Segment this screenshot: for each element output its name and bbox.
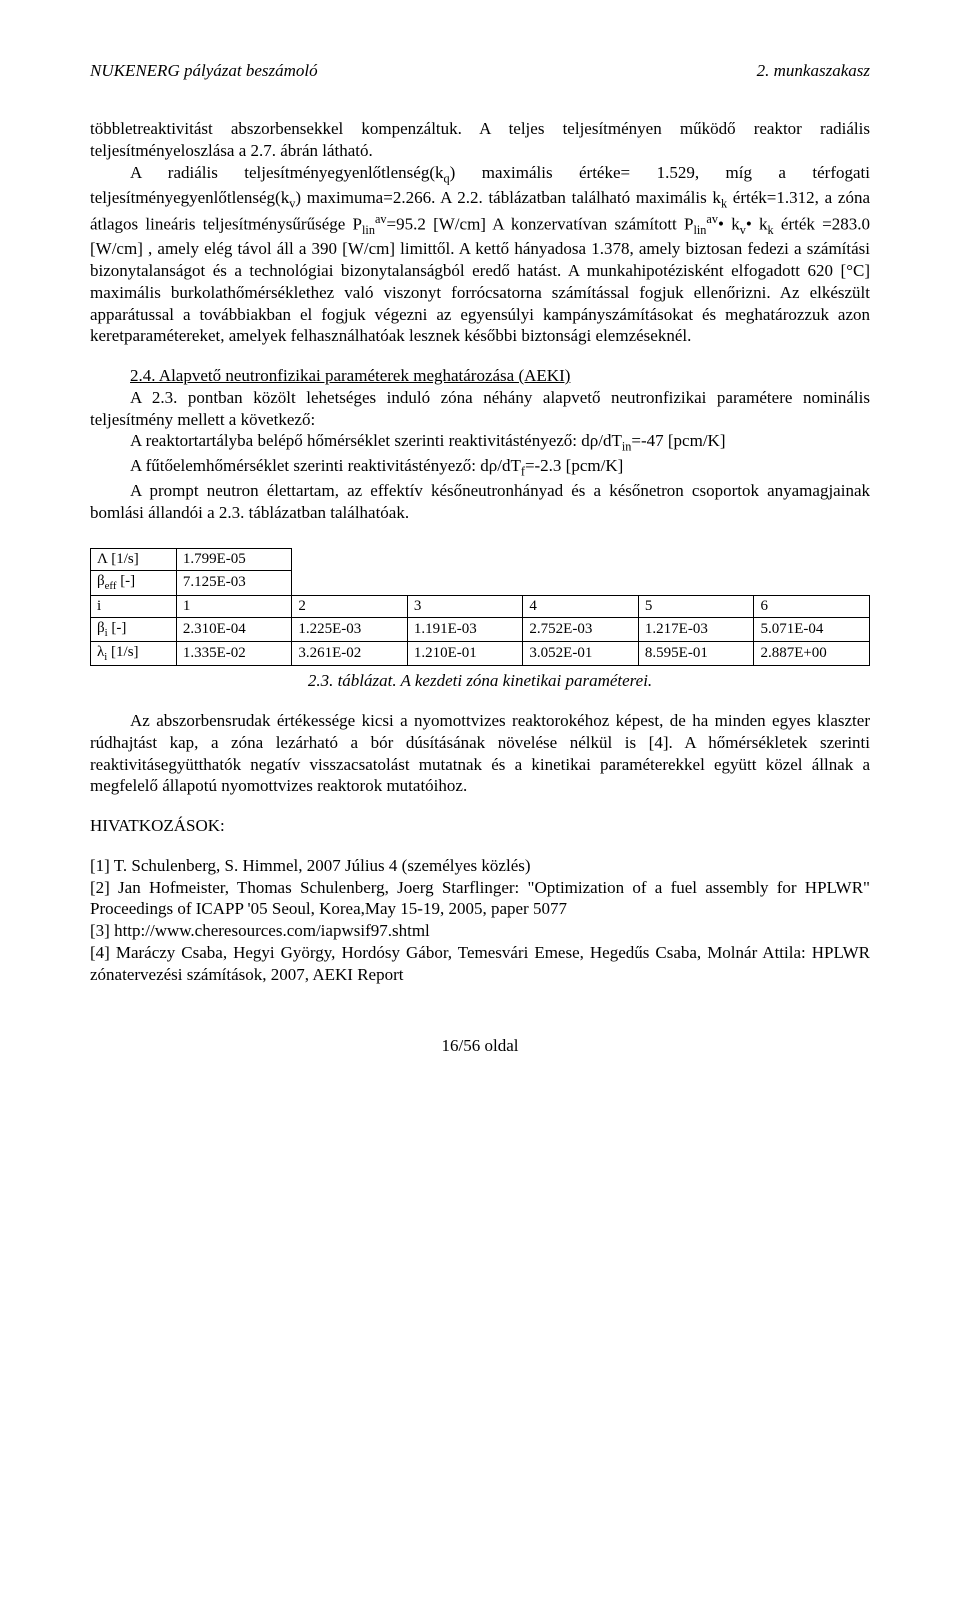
table-cell: 1.335E-02: [176, 642, 292, 666]
table-row-label: Λ [1/s]: [91, 548, 177, 571]
table-cell-empty: [292, 548, 870, 571]
section-2-4-title: 2.4. Alapvető neutronfizikai paraméterek…: [90, 365, 870, 387]
table-cell: 1.217E-03: [638, 618, 754, 642]
paragraph-4: A reaktortartályba belépő hőmérséklet sz…: [90, 430, 870, 455]
table-cell: 2.752E-03: [523, 618, 639, 642]
ref-4: [4] Maráczy Csaba, Hegyi György, Hordósy…: [90, 942, 870, 986]
table-row-label: i: [91, 595, 177, 618]
table-cell-empty: [292, 571, 870, 595]
table-cell: 5.071E-04: [754, 618, 870, 642]
page-header: NUKENERG pályázat beszámoló 2. munkaszak…: [90, 60, 870, 82]
kinetic-parameters-table: Λ [1/s]1.799E-05βeff [-]7.125E-03i123456…: [90, 548, 870, 666]
table-cell: 3: [407, 595, 523, 618]
paragraph-7: Az abszorbensrudak értékessége kicsi a n…: [90, 710, 870, 797]
header-right: 2. munkaszakasz: [757, 60, 870, 82]
table-row-label: λi [1/s]: [91, 642, 177, 666]
table-cell: 5: [638, 595, 754, 618]
table-caption: 2.3. táblázat. A kezdeti zóna kinetikai …: [90, 670, 870, 692]
table-cell: 3.052E-01: [523, 642, 639, 666]
page-footer: 16/56 oldal: [90, 1035, 870, 1057]
table-cell: 3.261E-02: [292, 642, 408, 666]
table-cell: 2.887E+00: [754, 642, 870, 666]
table-row: Λ [1/s]1.799E-05: [91, 548, 870, 571]
table-row-label: βi [-]: [91, 618, 177, 642]
table-row: βeff [-]7.125E-03: [91, 571, 870, 595]
paragraph-5: A fűtőelemhőmérséklet szerinti reaktivit…: [90, 455, 870, 480]
references-block: HIVATKOZÁSOK: [1] T. Schulenberg, S. Him…: [90, 815, 870, 985]
paragraph-2: A radiális teljesítményegyenlőtlenség(kq…: [90, 162, 870, 348]
body-text-block: többletreaktivitást abszorbensekkel komp…: [90, 118, 870, 524]
table-cell: 1.225E-03: [292, 618, 408, 642]
ref-3: [3] http://www.cheresources.com/iapwsif9…: [90, 920, 870, 942]
table-row: λi [1/s]1.335E-023.261E-021.210E-013.052…: [91, 642, 870, 666]
table-cell: 4: [523, 595, 639, 618]
table-row: i123456: [91, 595, 870, 618]
paragraph-1: többletreaktivitást abszorbensekkel komp…: [90, 118, 870, 162]
paragraph-3: A 2.3. pontban közölt lehetséges induló …: [90, 387, 870, 431]
table-cell: 1.191E-03: [407, 618, 523, 642]
table-row: βi [-]2.310E-041.225E-031.191E-032.752E-…: [91, 618, 870, 642]
table-cell: 7.125E-03: [176, 571, 292, 595]
table-cell: 1: [176, 595, 292, 618]
table-cell: 1.210E-01: [407, 642, 523, 666]
table-cell: 2.310E-04: [176, 618, 292, 642]
table-cell: 1.799E-05: [176, 548, 292, 571]
table-cell: 6: [754, 595, 870, 618]
ref-2: [2] Jan Hofmeister, Thomas Schulenberg, …: [90, 877, 870, 921]
table-cell: 8.595E-01: [638, 642, 754, 666]
table-row-label: βeff [-]: [91, 571, 177, 595]
table-cell: 2: [292, 595, 408, 618]
body-text-block-2: Az abszorbensrudak értékessége kicsi a n…: [90, 710, 870, 797]
references-title: HIVATKOZÁSOK:: [90, 815, 870, 837]
header-left: NUKENERG pályázat beszámoló: [90, 60, 318, 82]
paragraph-6: A prompt neutron élettartam, az effektív…: [90, 480, 870, 524]
ref-1: [1] T. Schulenberg, S. Himmel, 2007 Júli…: [90, 855, 870, 877]
